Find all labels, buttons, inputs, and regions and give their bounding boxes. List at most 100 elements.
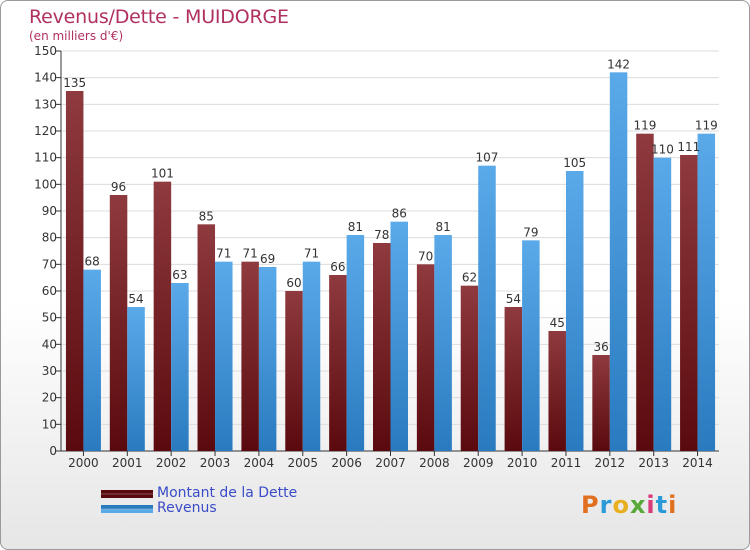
y-tick-label: 60 [42, 284, 57, 298]
data-label-revenue: 79 [523, 225, 538, 239]
data-label-revenue: 69 [260, 252, 275, 266]
data-label-revenue: 71 [216, 247, 231, 261]
x-tick-label: 2004 [244, 456, 275, 470]
x-tick-label: 2007 [375, 456, 406, 470]
axes: 0 10 20 30 40 50 60 70 80 90 100 110 120 130 140 150 200… [34, 44, 719, 470]
bar-revenue [609, 72, 628, 451]
data-label-revenue: 63 [172, 268, 187, 282]
bar-revenue [390, 221, 408, 451]
x-tick-label: 2014 [682, 456, 713, 470]
data-label-revenue: 54 [128, 292, 143, 306]
data-label-debt: 36 [593, 340, 608, 354]
bar-debt [636, 133, 654, 451]
data-label-revenue: 71 [304, 247, 319, 261]
x-tick-label: 2013 [638, 456, 669, 470]
data-label-debt: 54 [506, 292, 521, 306]
y-tick-label: 130 [34, 97, 57, 111]
y-tick-label: 120 [34, 124, 57, 138]
bar-debt [197, 224, 216, 451]
bar-debt [373, 243, 391, 451]
bar-debt [109, 195, 128, 451]
y-tick-label: 140 [34, 71, 57, 85]
bar-revenue [565, 171, 584, 451]
bar-debt [460, 285, 479, 451]
chart-title: Revenus/Dette - MUIDORGE [29, 6, 289, 28]
bar-revenue [478, 165, 496, 451]
x-tick-label: 2003 [200, 456, 231, 470]
bar-debt [416, 264, 435, 451]
data-label-debt: 119 [633, 119, 656, 133]
bar-debt [285, 291, 303, 451]
y-tick-label: 70 [42, 257, 57, 271]
bar-revenue [653, 157, 672, 451]
bar-revenue [697, 133, 716, 451]
data-label-debt: 66 [330, 260, 345, 274]
bar-debt [241, 261, 259, 451]
y-tick-label: 150 [34, 44, 57, 58]
data-label-revenue: 68 [85, 255, 100, 269]
data-label-revenue: 81 [348, 220, 363, 234]
data-label-debt: 101 [151, 167, 174, 181]
data-label-debt: 71 [243, 247, 258, 261]
proxiti-logo: Proxiti [581, 491, 678, 519]
data-label-debt: 62 [462, 271, 477, 285]
legend-label-debt: Montant de la Dette [157, 485, 298, 501]
x-tick-label: 2009 [463, 456, 494, 470]
y-tick-label: 80 [42, 231, 57, 245]
x-tick-label: 2008 [419, 456, 450, 470]
y-tick-label: 100 [34, 177, 57, 191]
x-tick-label: 2005 [287, 456, 318, 470]
data-label-revenue: 105 [563, 156, 586, 170]
y-tick-label: 30 [42, 364, 57, 378]
x-tick-label: 2000 [68, 456, 99, 470]
y-tick-label: 0 [49, 444, 57, 458]
data-label-revenue: 107 [476, 151, 499, 165]
legend-label-revenue: Revenus [157, 500, 217, 516]
bar-revenue [434, 235, 452, 451]
y-tick-label: 90 [42, 204, 57, 218]
x-tick-label: 2001 [112, 456, 143, 470]
chart-subtitle: (en milliers d'€) [29, 29, 124, 43]
bar-revenue [171, 283, 189, 451]
data-label-debt: 111 [677, 140, 700, 154]
data-label-debt: 78 [374, 228, 389, 242]
bar-revenue [258, 267, 277, 451]
bar-revenue [522, 240, 540, 451]
data-label-debt: 96 [111, 180, 126, 194]
x-tick-label: 2011 [551, 456, 582, 470]
y-tick-label: 110 [34, 151, 57, 165]
y-tick-label: 50 [42, 311, 57, 325]
x-tick-label: 2006 [331, 456, 362, 470]
data-label-debt: 135 [63, 76, 86, 90]
bar-revenue [127, 307, 145, 451]
bar-revenue [83, 269, 101, 451]
x-tick-label: 2002 [156, 456, 187, 470]
data-label-revenue: 142 [607, 57, 630, 71]
y-tick-label: 10 [42, 417, 57, 431]
data-label-debt: 70 [418, 249, 433, 263]
x-tick-label: 2012 [595, 456, 626, 470]
bar-revenue [346, 235, 365, 451]
data-label-debt: 60 [286, 276, 301, 290]
data-label-revenue: 110 [651, 143, 674, 157]
y-tick-label: 20 [42, 391, 57, 405]
bars [65, 72, 716, 451]
bar-debt [592, 355, 610, 451]
bar-debt [65, 91, 84, 451]
bar-debt [680, 155, 698, 451]
bar-debt [329, 275, 347, 451]
x-tick-label: 2010 [507, 456, 538, 470]
bar-revenue [215, 261, 233, 451]
data-label-debt: 85 [199, 209, 214, 223]
data-label-revenue: 119 [695, 119, 718, 133]
y-tick-label: 40 [42, 337, 57, 351]
data-label-revenue: 86 [392, 207, 407, 221]
data-label-revenue: 81 [435, 220, 450, 234]
bar-revenue [302, 261, 321, 451]
data-label-debt: 45 [550, 316, 565, 330]
bar-debt [153, 181, 172, 451]
bar-debt [504, 307, 523, 451]
